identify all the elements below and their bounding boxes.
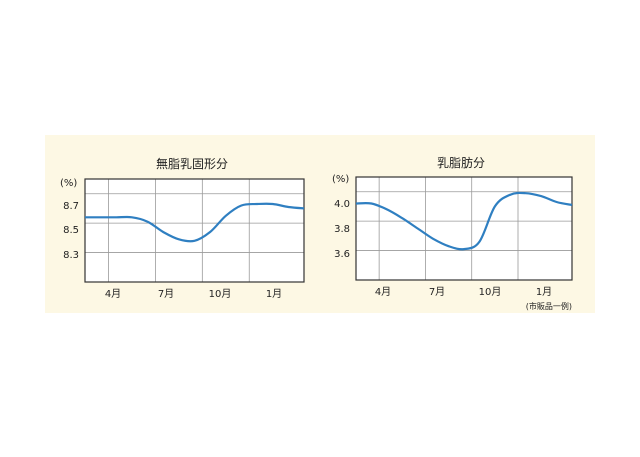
chart-2-xtick-label: 10月 (479, 286, 502, 298)
source-note: (市販品一例) (526, 301, 572, 311)
chart-1-xtick-label: 10月 (209, 288, 232, 300)
chart-1-ytick-label: 8.7 (63, 201, 79, 212)
chart-2-ytick-label: 3.6 (334, 249, 350, 260)
chart-1-unit-label: (%) (60, 178, 77, 189)
chart-1-plot-area (85, 179, 304, 282)
chart-2-xtick-label: 4月 (375, 286, 391, 298)
chart-1-gridlines (85, 179, 304, 282)
chart-2-frame (355, 176, 573, 281)
chart-2-series-line (355, 191, 573, 251)
chart-2-xtick-label: 1月 (536, 286, 552, 298)
chart-1-ytick-label: 8.5 (63, 225, 79, 236)
chart-2-unit-label: (%) (332, 174, 349, 185)
chart-1-frame (84, 178, 305, 283)
chart-1-ytick-label: 8.3 (63, 250, 79, 261)
chart-2-xtick-label: 7月 (429, 286, 445, 298)
chart-2-ytick-label: 3.8 (334, 224, 350, 235)
chart-2-plot-area (356, 177, 572, 280)
chart-1-title: 無脂乳固形分 (156, 156, 228, 171)
chart-2-title: 乳脂肪分 (437, 155, 485, 170)
chart-1-xtick-label: 7月 (158, 288, 174, 300)
chart-2-gridlines (356, 177, 572, 280)
chart-1-xtick-label: 1月 (266, 288, 282, 300)
chart-2-ytick-label: 4.0 (334, 199, 350, 210)
chart-2: 乳脂肪分 (%) 4.0 3.8 3.6 4月 7月 10月 1月 (332, 155, 573, 298)
chart-1-xtick-label: 4月 (105, 288, 121, 300)
chart-1-series-line (85, 202, 305, 243)
chart-1: 無脂乳固形分 (%) 8.7 8.5 8.3 4月 7月 10月 1月 (60, 156, 305, 300)
